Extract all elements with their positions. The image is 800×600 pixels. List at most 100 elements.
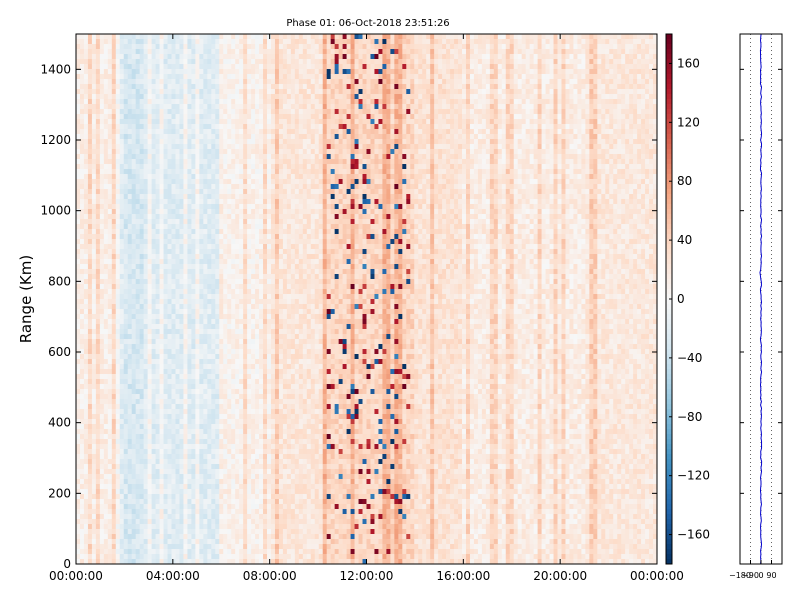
heatmap-cell bbox=[95, 259, 101, 265]
heatmap-cell bbox=[123, 119, 129, 125]
heatmap-cell bbox=[199, 499, 204, 505]
heatmap-cell bbox=[111, 384, 117, 390]
heatmap-cell bbox=[95, 309, 101, 315]
heatmap-cell bbox=[91, 39, 97, 45]
heatmap-cell bbox=[207, 144, 212, 150]
heatmap-cell bbox=[223, 304, 228, 310]
heatmap-cell bbox=[199, 529, 204, 535]
heatmap-cell bbox=[143, 109, 148, 115]
heatmap-cell bbox=[211, 144, 216, 150]
heatmap-cell bbox=[207, 469, 212, 475]
heatmap-cell bbox=[183, 244, 188, 250]
heatmap-cell bbox=[115, 474, 121, 480]
heatmap-cell bbox=[95, 144, 101, 150]
heatmap-cell bbox=[115, 349, 121, 355]
heatmap-cell bbox=[259, 59, 264, 65]
heatmap-cell bbox=[203, 44, 208, 50]
heatmap-cell bbox=[127, 504, 133, 510]
heatmap-cell bbox=[247, 64, 252, 70]
heatmap-cell bbox=[127, 509, 133, 515]
heatmap-cell bbox=[76, 369, 81, 375]
heatmap-cell bbox=[155, 434, 160, 440]
heatmap-cell bbox=[107, 544, 113, 550]
heatmap-cell bbox=[207, 74, 212, 80]
heatmap-cell bbox=[179, 109, 184, 115]
heatmap-cell bbox=[255, 224, 260, 230]
heatmap-cell bbox=[155, 224, 160, 230]
heatmap-cell bbox=[123, 529, 129, 535]
heatmap-cell bbox=[251, 319, 256, 325]
heatmap-cell bbox=[259, 79, 264, 85]
heatmap-cell bbox=[243, 524, 248, 530]
heatmap-cell bbox=[87, 469, 93, 475]
heatmap-cell bbox=[215, 119, 220, 125]
heatmap-cell bbox=[115, 479, 121, 485]
heatmap-cell bbox=[151, 99, 156, 105]
heatmap-cell bbox=[239, 119, 244, 125]
heatmap-cell bbox=[155, 144, 160, 150]
heatmap-cell bbox=[179, 199, 184, 205]
heatmap-cell bbox=[131, 169, 136, 175]
heatmap-cell bbox=[91, 484, 97, 490]
heatmap-cell bbox=[155, 539, 160, 545]
heatmap-cell bbox=[235, 289, 240, 295]
heatmap-cell bbox=[79, 424, 85, 430]
heatmap-cell bbox=[203, 184, 208, 190]
heatmap-cell bbox=[79, 199, 85, 205]
heatmap-cell bbox=[239, 234, 244, 240]
heatmap-cell bbox=[243, 124, 248, 130]
heatmap-cell bbox=[211, 159, 216, 165]
heatmap-cell bbox=[115, 179, 121, 185]
heatmap-cell bbox=[143, 39, 148, 45]
heatmap-cell bbox=[203, 399, 208, 405]
heatmap-cell bbox=[219, 519, 224, 525]
heatmap-cell bbox=[215, 439, 220, 445]
heatmap-cell bbox=[147, 484, 152, 490]
heatmap-cell bbox=[255, 349, 260, 355]
heatmap-cell bbox=[87, 499, 93, 505]
heatmap-cell bbox=[163, 164, 168, 170]
heatmap-cell bbox=[159, 534, 164, 540]
heatmap-cell bbox=[227, 39, 232, 45]
heatmap-cell bbox=[199, 469, 204, 475]
heatmap-cell bbox=[255, 264, 260, 270]
heatmap-cell bbox=[83, 114, 89, 120]
heatmap-cell bbox=[195, 189, 200, 195]
heatmap-cell bbox=[103, 184, 109, 190]
heatmap-cell bbox=[171, 429, 176, 435]
heatmap-cell bbox=[191, 304, 196, 310]
heatmap-cell bbox=[135, 89, 140, 95]
heatmap-cell bbox=[195, 554, 200, 560]
heatmap-cell bbox=[139, 279, 144, 285]
heatmap-cell bbox=[155, 194, 160, 200]
heatmap-cell bbox=[239, 249, 244, 255]
heatmap-cell bbox=[199, 439, 204, 445]
heatmap-cell bbox=[191, 424, 196, 430]
heatmap-cell bbox=[251, 79, 256, 85]
heatmap-cell bbox=[76, 199, 81, 205]
heatmap-cell bbox=[167, 439, 172, 445]
heatmap-cell bbox=[167, 264, 172, 270]
heatmap-cell bbox=[247, 519, 252, 525]
heatmap-cell bbox=[211, 394, 216, 400]
heatmap-cell bbox=[127, 244, 133, 250]
heatmap-cell bbox=[83, 394, 89, 400]
heatmap-cell bbox=[187, 444, 192, 450]
heatmap-cell bbox=[147, 434, 152, 440]
heatmap-cell bbox=[83, 259, 89, 265]
heatmap-cell bbox=[119, 204, 125, 210]
heatmap-cell bbox=[131, 294, 136, 300]
heatmap-cell bbox=[235, 329, 240, 335]
heatmap-cell bbox=[183, 169, 188, 175]
heatmap-cell bbox=[199, 359, 204, 365]
heatmap-cell bbox=[171, 394, 176, 400]
heatmap-cell bbox=[103, 79, 109, 85]
heatmap-cell bbox=[239, 209, 244, 215]
heatmap-cell bbox=[211, 104, 216, 110]
heatmap-cell bbox=[87, 289, 93, 295]
heatmap-cell bbox=[115, 184, 121, 190]
heatmap-cell bbox=[259, 214, 264, 220]
heatmap-cell bbox=[119, 399, 125, 405]
heatmap-cell bbox=[131, 389, 136, 395]
heatmap-cell bbox=[107, 469, 113, 475]
